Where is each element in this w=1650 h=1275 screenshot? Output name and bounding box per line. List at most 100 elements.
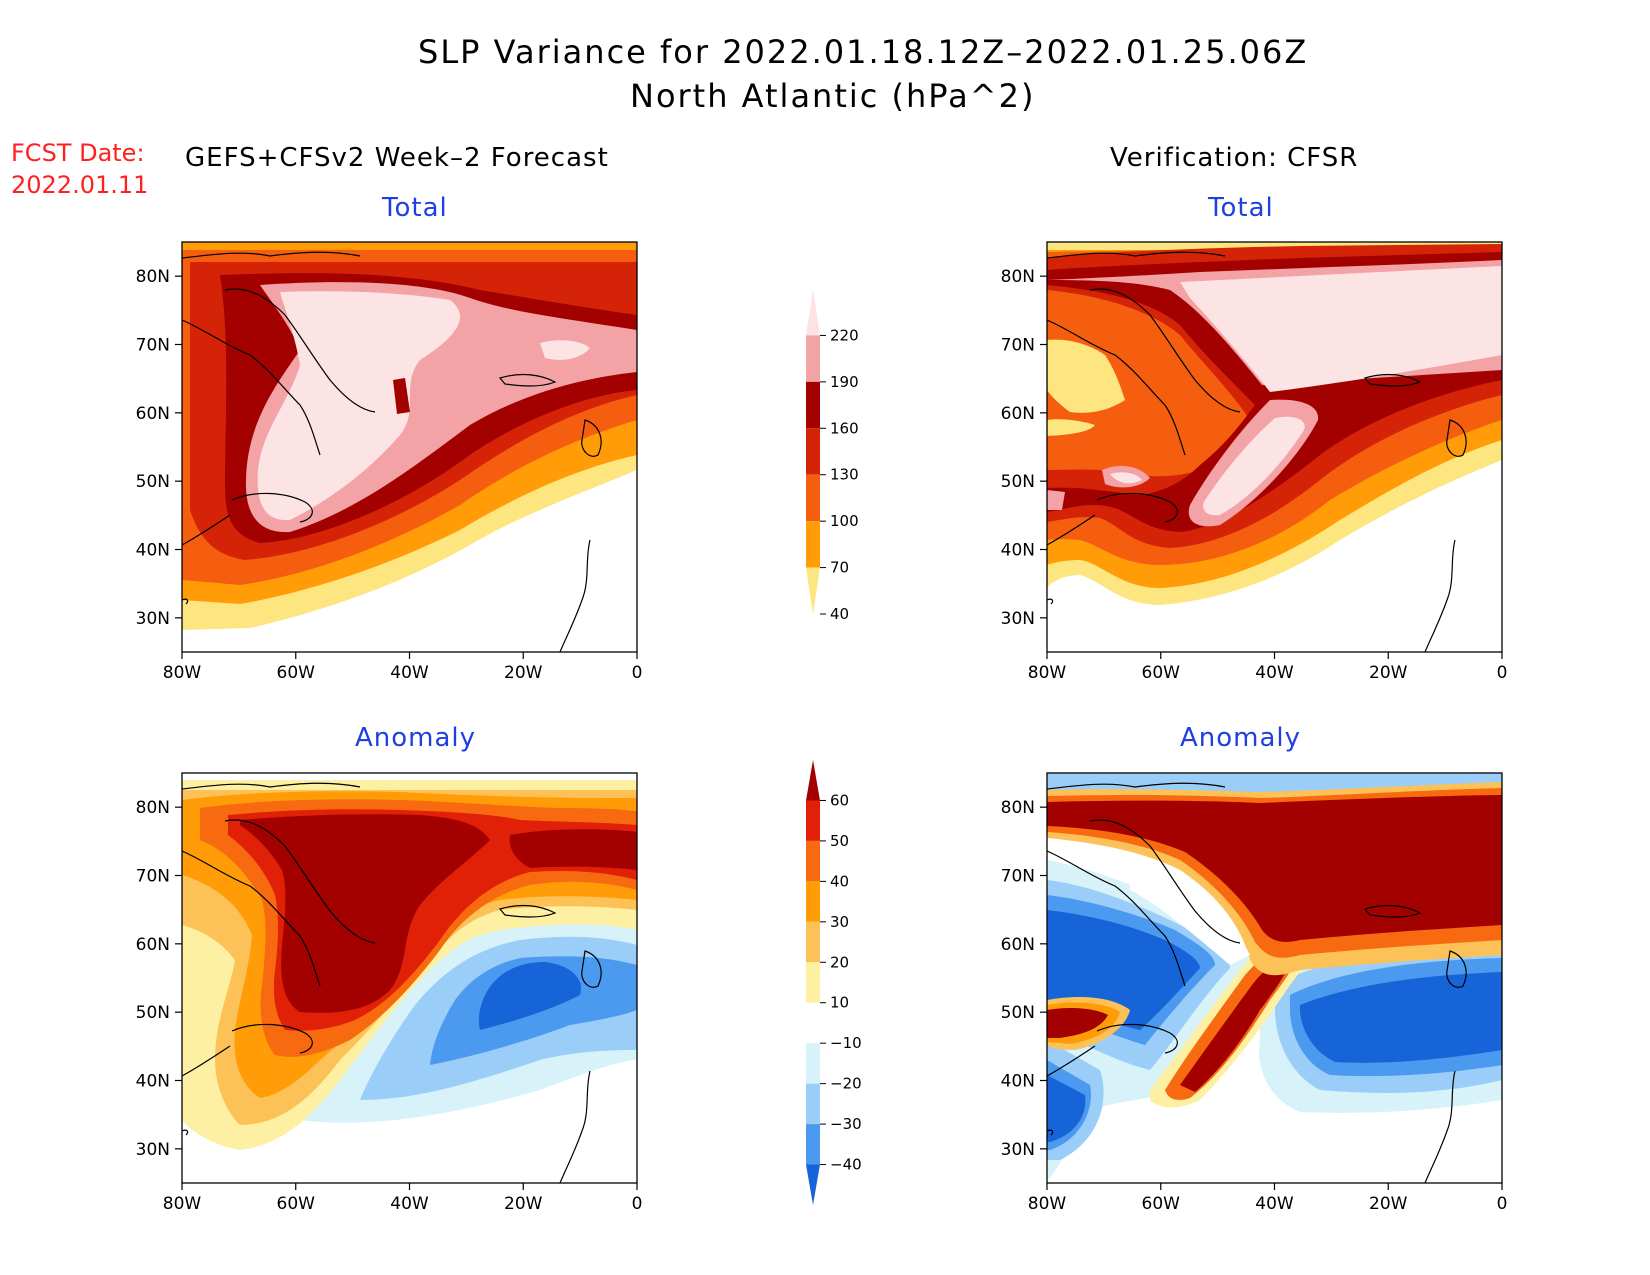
colorbar-anomaly-label: −10 xyxy=(830,1034,862,1052)
verification-anomaly-lon-label: 0 xyxy=(1497,1194,1508,1214)
colorbar-anomaly-cell xyxy=(806,1124,820,1165)
colorbar-anomaly-label: −40 xyxy=(830,1156,862,1174)
verification-total-contours xyxy=(1047,242,1502,605)
colorbar-anomaly-cell xyxy=(806,840,820,882)
forecast-total-coastlines xyxy=(182,251,602,652)
verification-total-map xyxy=(1046,241,1503,653)
forecast-total-lon-label: 0 xyxy=(632,663,643,683)
verification-anomaly-contours xyxy=(1047,773,1502,1180)
colorbar-total-cell xyxy=(806,289,820,336)
verification-anomaly-lat-label: 80N xyxy=(1001,798,1035,818)
verification-total-lon-label: 20W xyxy=(1369,663,1408,683)
colorbar-total-cell xyxy=(806,567,820,614)
colorbar-total-label: 100 xyxy=(830,512,859,530)
verification-anomaly-map xyxy=(1046,772,1503,1184)
colorbar-total-label: 160 xyxy=(830,419,859,437)
colorbar-anomaly-cell xyxy=(806,881,820,922)
colorbar-anomaly-label: 30 xyxy=(830,913,849,931)
colorbar-anomaly-cell xyxy=(806,1002,820,1044)
forecast-anomaly-lat-label: 80N xyxy=(136,798,170,818)
verification-total-lat-label: 60N xyxy=(1001,404,1035,424)
verification-anomaly-coastlines xyxy=(1047,782,1467,1183)
colorbar-total-cell xyxy=(806,381,820,429)
forecast-column-title: GEFS+CFSv2 Week–2 Forecast xyxy=(185,143,609,173)
forecast-anomaly-lon-label: 60W xyxy=(277,1194,316,1214)
verification-anomaly-title: Anomaly xyxy=(1180,723,1302,753)
verification-total-lon-label: 40W xyxy=(1255,663,1294,683)
colorbar-anomaly: 60 50 40 30 20 10 −10 −20 −30 −40 xyxy=(806,760,862,1205)
forecast-anomaly-coastlines xyxy=(182,782,602,1183)
verification-anomaly-lat-label: 50N xyxy=(1001,1003,1035,1023)
colorbar-total-cell xyxy=(806,474,820,522)
axes-layer: 80N 70N 60N 50N 40N 30N 80W 60W 40W 20W 0 80N 70N 60N… xyxy=(136,267,1508,1214)
forecast-anomaly-map xyxy=(181,772,638,1184)
verification-anomaly-lon-label: 40W xyxy=(1255,1194,1294,1214)
colorbar-anomaly-cell xyxy=(806,1043,820,1084)
verification-total-lat-label: 50N xyxy=(1001,472,1035,492)
forecast-anomaly-lat-label: 50N xyxy=(136,1003,170,1023)
colorbar-total-cell xyxy=(806,335,820,382)
colorbar-anomaly-label: 60 xyxy=(830,791,849,809)
colorbar-anomaly-cell xyxy=(806,1164,820,1205)
verification-total-lat-label: 40N xyxy=(1001,541,1035,561)
colorbar-total-cell xyxy=(806,428,820,475)
forecast-anomaly-title: Anomaly xyxy=(355,723,477,753)
forecast-anomaly-lat-label: 30N xyxy=(136,1140,170,1160)
forecast-total-title: Total xyxy=(382,193,448,223)
colorbar-anomaly-label: −20 xyxy=(830,1075,862,1093)
forecast-anomaly-lon-label: 80W xyxy=(163,1194,202,1214)
forecast-anomaly-lat-label: 40N xyxy=(136,1072,170,1092)
verification-total-lat-label: 70N xyxy=(1001,336,1035,356)
colorbar-total: 220 190 160 130 100 70 40 xyxy=(806,289,859,623)
forecast-anomaly-lon-label: 0 xyxy=(632,1194,643,1214)
verification-column-title: Verification: CFSR xyxy=(1110,143,1359,173)
forecast-anomaly-lat-label: 70N xyxy=(136,867,170,887)
colorbar-total-cell xyxy=(806,521,820,568)
colorbar-total-label: 40 xyxy=(830,605,849,623)
verification-total-lat-label: 30N xyxy=(1001,609,1035,629)
verification-anomaly-lon-label: 20W xyxy=(1369,1194,1408,1214)
colorbar-anomaly-cell xyxy=(806,962,820,1003)
verification-total-lon-label: 60W xyxy=(1142,663,1181,683)
forecast-anomaly-lat-label: 60N xyxy=(136,935,170,955)
colorbar-total-label: 190 xyxy=(830,373,859,391)
colorbar-anomaly-label: 50 xyxy=(830,832,849,850)
colorbar-anomaly-cell xyxy=(806,760,820,801)
verification-anomaly-lat-label: 40N xyxy=(1001,1072,1035,1092)
fcst-date-label: FCST Date: xyxy=(11,139,145,167)
colorbar-anomaly-cell xyxy=(806,1083,820,1125)
forecast-total-lon-label: 40W xyxy=(390,663,429,683)
verification-anomaly-lon-label: 80W xyxy=(1028,1194,1067,1214)
verification-anomaly-lat-label: 60N xyxy=(1001,935,1035,955)
forecast-total-lat-label: 70N xyxy=(136,336,170,356)
colorbar-anomaly-label: 40 xyxy=(830,872,849,890)
forecast-total-contours xyxy=(182,242,637,630)
forecast-anomaly-contours xyxy=(182,780,637,1150)
verification-anomaly-lat-label: 70N xyxy=(1001,867,1035,887)
forecast-total-lat-label: 50N xyxy=(136,472,170,492)
forecast-total-lon-label: 60W xyxy=(277,663,316,683)
forecast-total-lat-label: 60N xyxy=(136,404,170,424)
colorbar-anomaly-cell xyxy=(806,921,820,963)
forecast-anomaly-lon-label: 20W xyxy=(504,1194,543,1214)
verification-total-coastlines xyxy=(1047,251,1467,652)
forecast-anomaly-lon-label: 40W xyxy=(390,1194,429,1214)
verification-anomaly-lat-label: 30N xyxy=(1001,1140,1035,1160)
verification-total-lon-label: 80W xyxy=(1028,663,1067,683)
forecast-total-lat-label: 30N xyxy=(136,609,170,629)
main-subtitle: North Atlantic (hPa^2) xyxy=(630,77,1036,115)
forecast-total-lon-label: 20W xyxy=(504,663,543,683)
colorbar-anomaly-label: 10 xyxy=(830,994,849,1012)
forecast-total-map xyxy=(181,241,638,653)
verification-total-lon-label: 0 xyxy=(1497,663,1508,683)
main-title: SLP Variance for 2022.01.18.12Z–2022.01.… xyxy=(418,33,1309,71)
verification-total-lat-label: 80N xyxy=(1001,267,1035,287)
verification-total-title: Total xyxy=(1208,193,1274,223)
colorbar-anomaly-label: −30 xyxy=(830,1115,862,1133)
forecast-total-lat-label: 80N xyxy=(136,267,170,287)
verification-anomaly-lon-label: 60W xyxy=(1142,1194,1181,1214)
forecast-total-lon-label: 80W xyxy=(163,663,202,683)
colorbar-anomaly-cell xyxy=(806,800,820,841)
colorbar-total-label: 220 xyxy=(830,326,859,344)
forecast-total-lat-label: 40N xyxy=(136,541,170,561)
